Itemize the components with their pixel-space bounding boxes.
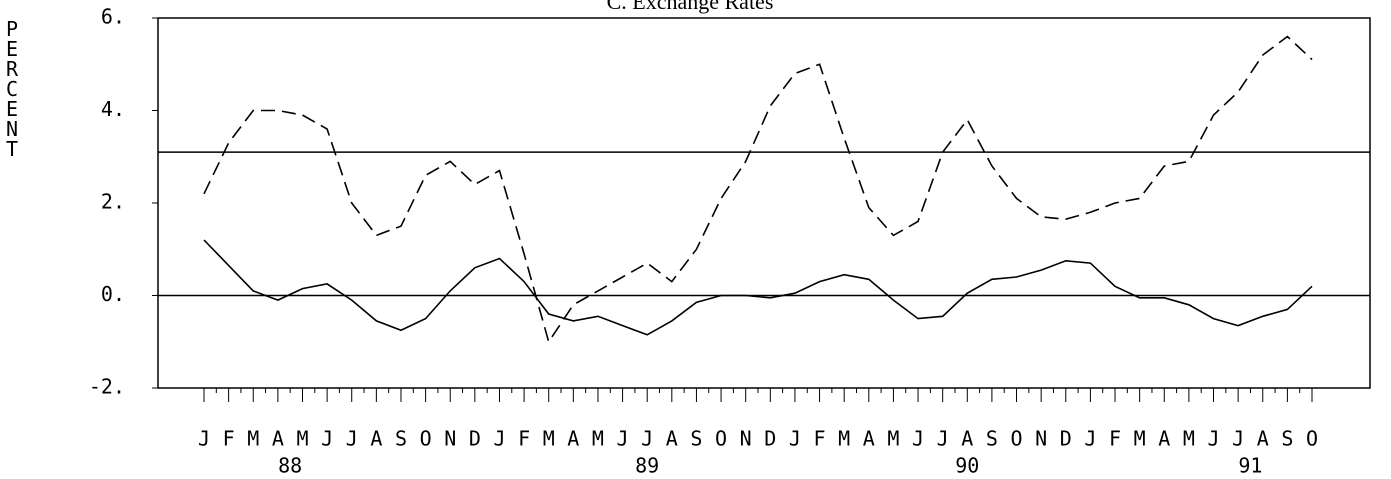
chart-title: C. Exchange Rates bbox=[607, 0, 774, 14]
year-label: 90 bbox=[955, 454, 979, 478]
x-tick-label: M bbox=[296, 427, 308, 451]
x-tick-label: J bbox=[1084, 427, 1096, 451]
year-label: 91 bbox=[1238, 454, 1262, 478]
year-label: 88 bbox=[278, 454, 302, 478]
x-tick-label: O bbox=[420, 427, 432, 451]
x-tick-label: A bbox=[1257, 427, 1269, 451]
x-tick-label: D bbox=[469, 427, 481, 451]
year-label: 89 bbox=[635, 454, 659, 478]
y-tick-label: 6. bbox=[101, 5, 125, 29]
x-tick-label: J bbox=[321, 427, 333, 451]
x-tick-label: F bbox=[223, 427, 235, 451]
x-tick-label: F bbox=[518, 427, 530, 451]
x-tick-label: A bbox=[666, 427, 678, 451]
x-tick-label: J bbox=[493, 427, 505, 451]
x-tick-label: O bbox=[1306, 427, 1318, 451]
x-tick-label: J bbox=[641, 427, 653, 451]
x-tick-label: A bbox=[272, 427, 284, 451]
x-tick-label: S bbox=[690, 427, 702, 451]
x-tick-label: M bbox=[1183, 427, 1195, 451]
y-tick-label: 2. bbox=[101, 190, 125, 214]
x-tick-label: M bbox=[838, 427, 850, 451]
x-tick-label: S bbox=[986, 427, 998, 451]
x-tick-label: M bbox=[887, 427, 899, 451]
series-line bbox=[203, 35, 1313, 344]
x-tick-label: N bbox=[444, 427, 456, 451]
x-tick-label: A bbox=[1158, 427, 1170, 451]
y-tick-label: 0. bbox=[101, 282, 125, 306]
x-tick-label: J bbox=[1207, 427, 1219, 451]
x-tick-label: N bbox=[1035, 427, 1047, 451]
series-line bbox=[203, 239, 1313, 336]
x-tick-label: J bbox=[912, 427, 924, 451]
x-tick-label: M bbox=[247, 427, 259, 451]
x-tick-label: J bbox=[617, 427, 629, 451]
x-tick-label: F bbox=[814, 427, 826, 451]
x-tick-label: J bbox=[198, 427, 210, 451]
x-tick-label: A bbox=[370, 427, 382, 451]
x-tick-label: A bbox=[961, 427, 973, 451]
x-tick-label: J bbox=[789, 427, 801, 451]
y-tick-label: 4. bbox=[101, 97, 125, 121]
x-tick-label: M bbox=[592, 427, 604, 451]
plot-frame bbox=[157, 17, 1371, 389]
x-tick-label: M bbox=[543, 427, 555, 451]
x-tick-label: A bbox=[863, 427, 875, 451]
x-tick-label: N bbox=[740, 427, 752, 451]
x-tick-label: S bbox=[1281, 427, 1293, 451]
x-tick-label: M bbox=[1134, 427, 1146, 451]
x-tick-label: F bbox=[1109, 427, 1121, 451]
x-tick-label: O bbox=[1011, 427, 1023, 451]
x-tick-label: J bbox=[346, 427, 358, 451]
x-tick-label: S bbox=[395, 427, 407, 451]
y-tick-label: -2. bbox=[89, 375, 125, 399]
x-tick-label: J bbox=[1232, 427, 1244, 451]
x-tick-label: D bbox=[1060, 427, 1072, 451]
x-tick-label: O bbox=[715, 427, 727, 451]
x-tick-label: D bbox=[764, 427, 776, 451]
x-tick-label: A bbox=[567, 427, 579, 451]
x-tick-label: J bbox=[937, 427, 949, 451]
